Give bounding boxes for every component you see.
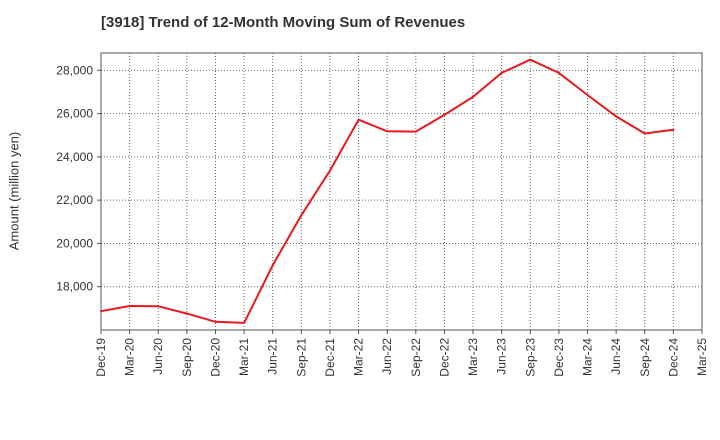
x-tick-label: Jun-21 — [266, 338, 280, 375]
x-tick-label: Dec-19 — [94, 338, 108, 377]
data-point — [100, 310, 102, 313]
y-tick-label: 20,000 — [56, 236, 93, 250]
y-tick-label: 24,000 — [56, 150, 93, 164]
x-tick-label: Sep-23 — [523, 338, 537, 377]
x-tick-label: Jun-20 — [151, 338, 165, 375]
x-tick-label: Mar-24 — [581, 338, 595, 376]
y-axis-ticks: 18,000 20,000 22,000 24,000 26,000 28,000 — [56, 63, 101, 294]
data-point — [672, 128, 675, 131]
data-point — [328, 169, 331, 172]
y-tick-label: 18,000 — [56, 280, 93, 294]
data-point — [557, 71, 560, 74]
data-point — [185, 312, 188, 315]
data-point — [414, 130, 417, 133]
x-axis-ticks: Dec-19 Mar-20 Jun-20 Sep-20 Dec-20 Mar-21 Jun-… — [94, 330, 709, 377]
data-point — [214, 320, 217, 323]
x-tick-label: Dec-20 — [208, 338, 222, 377]
data-point — [386, 130, 389, 133]
x-tick-label: Jun-24 — [609, 338, 623, 375]
y-tick-label: 26,000 — [56, 107, 93, 121]
y-tick-label: 22,000 — [56, 193, 93, 207]
chart-title: [3918] Trend of 12-Month Moving Sum of R… — [101, 14, 466, 31]
x-tick-label: Mar-22 — [352, 338, 366, 376]
plot-frame — [100, 52, 703, 331]
data-point — [128, 304, 131, 307]
data-point — [157, 305, 160, 308]
data-point — [243, 321, 246, 324]
data-point — [529, 58, 532, 61]
data-point — [472, 95, 475, 98]
x-tick-label: Dec-21 — [323, 338, 337, 377]
x-tick-label: Sep-24 — [638, 338, 652, 377]
x-tick-label: Dec-22 — [437, 338, 451, 377]
data-point — [643, 132, 646, 135]
data-point — [615, 115, 618, 118]
y-tick-label: 28,000 — [56, 63, 93, 77]
data-point — [443, 113, 446, 116]
series-group — [100, 58, 675, 324]
data-point — [500, 71, 503, 74]
data-point — [357, 118, 360, 121]
x-tick-label: Jun-22 — [380, 338, 394, 375]
x-tick-label: Sep-22 — [409, 338, 423, 377]
x-tick-label: Mar-20 — [123, 338, 137, 376]
x-tick-label: Jun-23 — [495, 338, 509, 375]
x-tick-label: Sep-21 — [294, 338, 308, 377]
x-tick-label: Sep-20 — [180, 338, 194, 377]
x-tick-label: Dec-24 — [666, 338, 680, 377]
x-tick-label: Mar-21 — [237, 338, 251, 376]
x-tick-label: Dec-23 — [552, 338, 566, 377]
data-point — [300, 214, 303, 217]
data-point — [271, 264, 274, 267]
grid-lines — [101, 53, 702, 330]
data-point — [586, 93, 589, 96]
x-tick-label: Mar-23 — [466, 338, 480, 376]
x-tick-label: Mar-25 — [695, 338, 709, 376]
